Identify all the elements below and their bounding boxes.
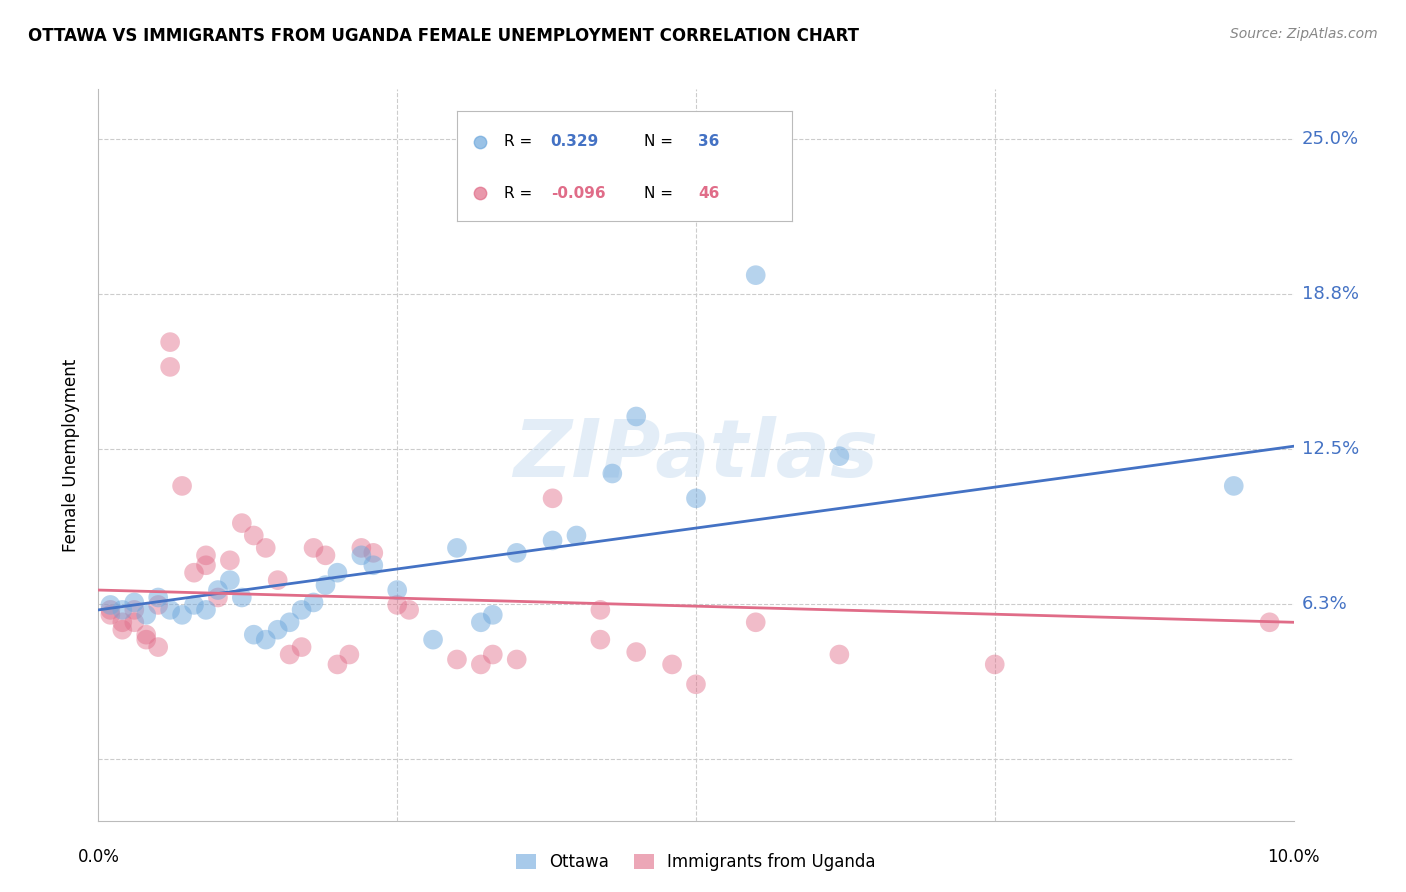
Point [470, 657, 492, 672]
Point [159, 359, 181, 374]
Point [446, 652, 468, 666]
Point [111, 615, 134, 630]
Point [159, 603, 181, 617]
Point [326, 657, 349, 672]
Point [254, 632, 277, 647]
Point [135, 628, 157, 642]
Point [1223, 479, 1246, 493]
Point [350, 549, 373, 563]
Point [745, 268, 768, 282]
Point [111, 603, 134, 617]
Point [661, 657, 683, 672]
Point [828, 648, 851, 662]
Point [207, 591, 229, 605]
Point [302, 595, 325, 609]
Point [219, 573, 242, 587]
Point [172, 479, 194, 493]
Text: 6.3%: 6.3% [1302, 595, 1347, 613]
Point [481, 607, 505, 622]
Point [385, 582, 409, 597]
Point [685, 491, 707, 506]
Text: 18.8%: 18.8% [1302, 285, 1358, 302]
Point [624, 645, 647, 659]
Point [111, 623, 134, 637]
Point [183, 598, 205, 612]
Point [315, 578, 337, 592]
Point [541, 533, 564, 548]
Point [685, 677, 707, 691]
Point [98, 603, 122, 617]
Point [148, 591, 170, 605]
Point [267, 623, 290, 637]
Point [254, 541, 277, 555]
Point [148, 640, 170, 654]
Point [828, 449, 851, 463]
Text: OTTAWA VS IMMIGRANTS FROM UGANDA FEMALE UNEMPLOYMENT CORRELATION CHART: OTTAWA VS IMMIGRANTS FROM UGANDA FEMALE … [28, 27, 859, 45]
Point [98, 607, 122, 622]
Point [1258, 615, 1281, 630]
Point [290, 603, 312, 617]
Point [267, 573, 290, 587]
Point [278, 615, 301, 630]
Point [194, 558, 218, 573]
Point [470, 615, 492, 630]
Point [172, 607, 194, 622]
Point [207, 582, 229, 597]
Point [194, 603, 218, 617]
Text: 12.5%: 12.5% [1302, 440, 1360, 458]
Point [98, 598, 122, 612]
Point [565, 528, 588, 542]
Point [481, 648, 505, 662]
Point [243, 628, 266, 642]
Point [183, 566, 205, 580]
Point [983, 657, 1005, 672]
Point [350, 541, 373, 555]
Point [135, 632, 157, 647]
Y-axis label: Female Unemployment: Female Unemployment [62, 359, 80, 551]
Point [506, 652, 529, 666]
Point [159, 335, 181, 350]
Point [231, 591, 253, 605]
Point [243, 528, 266, 542]
Point [124, 595, 146, 609]
Point [745, 615, 768, 630]
Point [302, 541, 325, 555]
Point [363, 558, 385, 573]
Point [148, 598, 170, 612]
Point [278, 648, 301, 662]
Point [231, 516, 253, 530]
Point [589, 632, 612, 647]
Point [506, 546, 529, 560]
Point [600, 467, 623, 481]
Point [194, 549, 218, 563]
Point [446, 541, 468, 555]
Text: 0.0%: 0.0% [77, 848, 120, 866]
Text: Source: ZipAtlas.com: Source: ZipAtlas.com [1230, 27, 1378, 41]
Point [124, 603, 146, 617]
Point [135, 607, 157, 622]
Point [398, 603, 420, 617]
Text: 10.0%: 10.0% [1267, 848, 1320, 866]
Point [422, 632, 444, 647]
Point [315, 549, 337, 563]
Point [219, 553, 242, 567]
Point [624, 409, 647, 424]
Point [339, 648, 360, 662]
Legend: Ottawa, Immigrants from Uganda: Ottawa, Immigrants from Uganda [509, 847, 883, 878]
Text: 25.0%: 25.0% [1302, 130, 1360, 148]
Point [124, 615, 146, 630]
Point [326, 566, 349, 580]
Point [363, 546, 385, 560]
Text: ZIPatlas: ZIPatlas [513, 416, 879, 494]
Point [290, 640, 312, 654]
Point [589, 603, 612, 617]
Point [541, 491, 564, 506]
Point [385, 598, 409, 612]
